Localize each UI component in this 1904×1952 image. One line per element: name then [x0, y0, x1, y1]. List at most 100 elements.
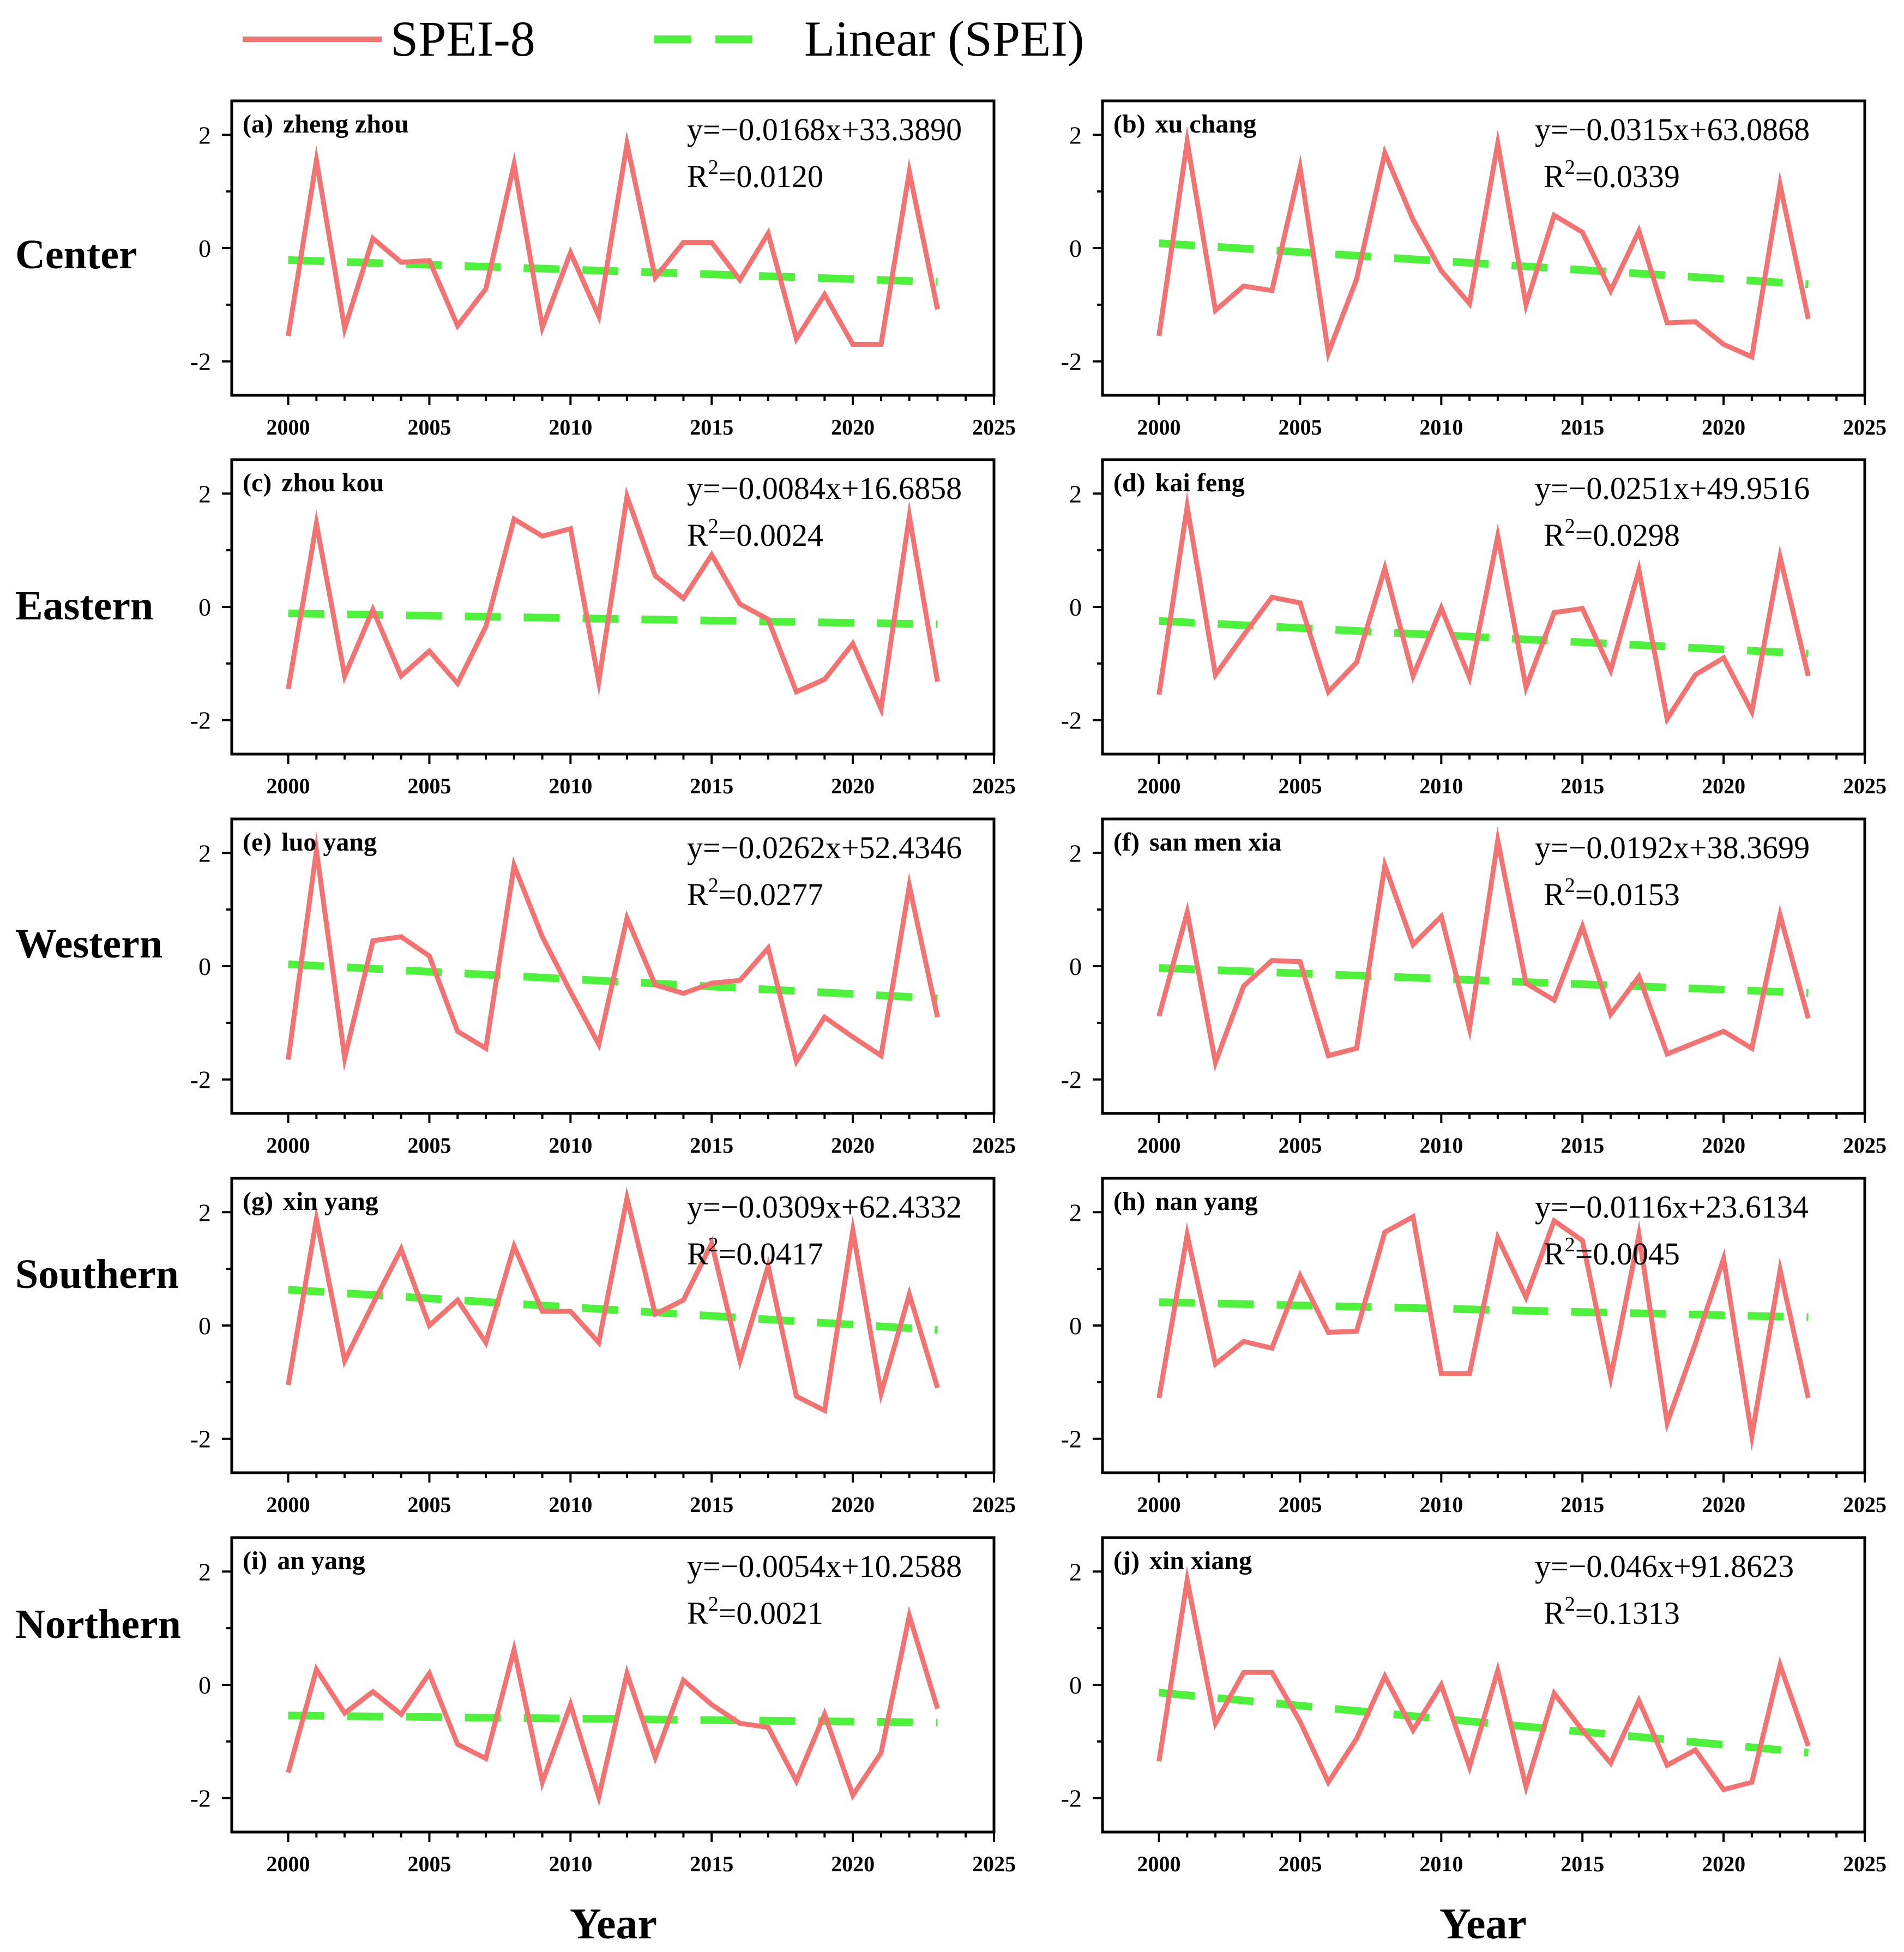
y-tick-label: 0 [198, 1671, 211, 1699]
x-tick-label: 2000 [267, 1852, 310, 1876]
x-tick-label: 2000 [1137, 1133, 1181, 1158]
spei-series-line [1156, 491, 1811, 726]
trend-equation: y=−0.0192x+38.3699 [1535, 830, 1810, 865]
x-tick-label: 2000 [1137, 1852, 1181, 1876]
r-squared: R2=0.1313 [1544, 1593, 1680, 1631]
r-squared-label: R [687, 1595, 708, 1631]
panel-title: (h) nan yang [1113, 1187, 1258, 1216]
x-tick-label: 2010 [549, 1492, 592, 1517]
r-squared-sup: 2 [1565, 1593, 1575, 1616]
trend-equation: y=−0.046x+91.8623 [1535, 1549, 1794, 1584]
x-tick-label: 2015 [690, 415, 733, 439]
x-tick-label: 2005 [407, 415, 451, 439]
chart-panel-b: 2000 2005 2010 2015 2020 2025 -2 0 2 (b) xu chang y… [1061, 99, 1887, 439]
trend-line [1159, 239, 1809, 288]
y-tick-label: 2 [1069, 839, 1082, 867]
x-tick-label: 2015 [690, 774, 733, 798]
r-squared: R2=0.0024 [687, 515, 823, 553]
trend-equation: y=−0.0054x+10.2588 [687, 1549, 962, 1584]
panel-letter: (c) [243, 468, 272, 497]
r-squared-sup: 2 [1565, 874, 1575, 897]
y-tick-label: -2 [1061, 1425, 1082, 1453]
panel-letter: (a) [243, 110, 273, 138]
x-tick-label: 2020 [1702, 1852, 1745, 1876]
y-tick-label: 0 [198, 953, 211, 980]
x-tick-label: 2015 [1560, 415, 1604, 439]
x-tick-label: 2015 [1560, 1492, 1604, 1517]
panel-title: (j) xin xiang [1113, 1546, 1252, 1575]
panel-city: zheng zhou [283, 110, 409, 138]
r-squared-label: R [687, 1236, 708, 1272]
trend-equation: y=−0.0116x+23.6134 [1535, 1189, 1809, 1225]
y-tick-label: -2 [1061, 348, 1082, 376]
x-tick-label: 2025 [1843, 774, 1887, 798]
x-tick-label: 2005 [407, 1852, 451, 1876]
y-tick-label: -2 [190, 1785, 211, 1812]
y-tick-label: 0 [1069, 593, 1082, 621]
r-squared-value: =0.0120 [719, 159, 823, 194]
panel-letter: (i) [243, 1546, 267, 1575]
panel-letter: (d) [1113, 468, 1146, 497]
chart-panel-g: 2000 2005 2010 2015 2020 2025 -2 0 2 (g) xin yang y… [190, 1177, 1016, 1517]
x-tick-label: 2005 [1278, 1852, 1322, 1876]
spei-series-line [1156, 1565, 1811, 1797]
legend-series-label: SPEI-8 [390, 11, 535, 67]
trend-equation: y=−0.0309x+62.4332 [687, 1189, 962, 1225]
trend-equation: y=−0.0262x+52.4346 [687, 830, 962, 865]
panel-title: (d) kai feng [1113, 468, 1245, 497]
x-tick-label: 2025 [972, 1852, 1016, 1876]
y-tick-label: -2 [190, 707, 211, 734]
panel-city: xin xiang [1149, 1546, 1252, 1575]
r-squared-value: =0.0045 [1575, 1236, 1680, 1272]
r-squared: R2=0.0021 [687, 1593, 823, 1631]
trend-line [288, 256, 938, 286]
chart-panel-j: 2000 2005 2010 2015 2020 2025 -2 0 2 (j) xin xiang… [1061, 1536, 1887, 1876]
r-squared: R2=0.0298 [1544, 515, 1680, 553]
panel-city: an yang [277, 1546, 365, 1575]
x-tick-label: 2020 [831, 774, 875, 798]
r-squared: R2=0.0120 [687, 156, 823, 194]
x-tick-label: 2020 [831, 1492, 875, 1517]
panel-letter: (h) [1113, 1187, 1146, 1216]
chart-panel-c: 2000 2005 2010 2015 2020 2025 -2 0 2 (c) zhou kou y… [190, 458, 1016, 798]
x-tick-label: 2000 [1137, 415, 1181, 439]
panel-city: kai feng [1155, 468, 1245, 497]
panel-city: xu chang [1155, 110, 1256, 138]
y-tick-label: 0 [198, 593, 211, 621]
x-tick-label: 2015 [690, 1133, 733, 1158]
x-tick-label: 2010 [549, 774, 592, 798]
y-tick-label: 2 [1069, 1198, 1082, 1226]
panel-city: san men xia [1149, 828, 1282, 857]
y-tick-label: 0 [1069, 953, 1082, 980]
r-squared-value: =0.0417 [719, 1236, 823, 1272]
y-tick-label: 0 [198, 1312, 211, 1340]
y-tick-label: -2 [190, 1066, 211, 1094]
panel-letter: (f) [1113, 828, 1140, 857]
trend-line [288, 1286, 938, 1334]
x-tick-label: 2010 [549, 1852, 592, 1876]
r-squared: R2=0.0339 [1544, 156, 1680, 194]
y-tick-label: 0 [1069, 1312, 1082, 1340]
x-tick-label: 2025 [972, 774, 1016, 798]
r-squared-label: R [1544, 1595, 1565, 1631]
x-tick-label: 2015 [690, 1492, 733, 1517]
spei-series-line [286, 832, 940, 1071]
panel-letter: (e) [243, 828, 272, 857]
x-tick-label: 2015 [1560, 1133, 1604, 1158]
x-tick-label: 2020 [831, 1852, 875, 1876]
x-tick-label: 2005 [407, 1492, 451, 1517]
panel-letter: (g) [243, 1187, 273, 1216]
panel-city: zhou kou [281, 468, 384, 497]
r-squared-sup: 2 [708, 156, 719, 179]
x-tick-label: 2000 [1137, 1492, 1181, 1517]
x-tick-label: 2000 [267, 415, 310, 439]
region-label-northern: Northern [15, 1601, 181, 1647]
panel-title: (i) an yang [243, 1546, 365, 1575]
y-tick-label: -2 [190, 1425, 211, 1453]
r-squared: R2=0.0417 [687, 1233, 823, 1272]
chart-panel-d: 2000 2005 2010 2015 2020 2025 -2 0 2 (d) kai feng y… [1061, 458, 1887, 798]
region-label-western: Western [15, 921, 162, 967]
panel-letter: (b) [1113, 110, 1146, 138]
panel-letter: (j) [1113, 1546, 1140, 1575]
